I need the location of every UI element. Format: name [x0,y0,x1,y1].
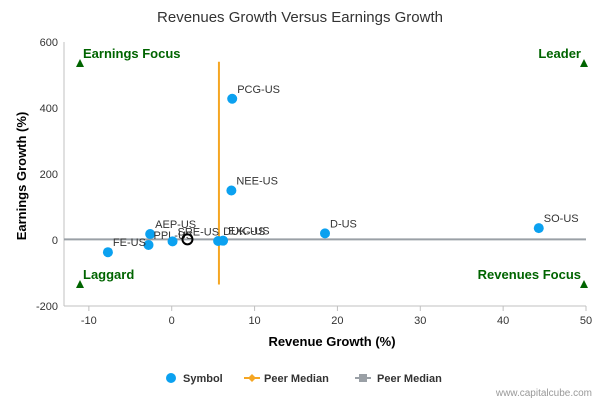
data-point-label: SO-US [544,213,579,225]
axes: -10 0 10 20 30 40 50 -200 0 200 400 600 [36,37,592,327]
quadrant-marker-bottom-left [76,280,84,288]
data-point [320,228,330,239]
y-axis-title: Earnings Growth (%) [14,112,29,241]
x-tick-label: -10 [81,315,97,327]
quadrant-label-earnings-focus: Earnings Focus [83,46,181,61]
y-tick-label: 200 [40,169,58,181]
chart-title: Revenues Growth Versus Earnings Growth [157,9,443,26]
data-point [227,93,238,104]
data-point [145,229,156,240]
quadrant-labels: Earnings Focus Leader Laggard Revenues Focu… [76,46,588,288]
legend-median-h-marker [359,374,367,382]
data-point-label: FE-US [113,237,146,249]
x-tick-label: 10 [248,315,260,327]
legend-symbol-marker [166,373,176,383]
x-tick-label: 20 [331,315,343,327]
data-point-label: NEE-US [236,176,278,188]
data-point-label: EXC-US [228,226,270,238]
peer-median-lines [64,61,586,285]
x-tick-label: 50 [580,315,592,327]
data-point [167,236,178,247]
x-tick-label: 30 [414,315,426,327]
data-point-label: D-US [330,218,357,230]
quadrant-label-laggard: Laggard [83,267,134,282]
data-point [143,239,154,250]
quadrant-label-revenues-focus: Revenues Focus [478,267,581,282]
quadrant-label-leader: Leader [538,46,581,61]
legend-median-v-label: Peer Median [264,373,329,385]
x-tick-label: 0 [169,315,175,327]
highlighted-data-point [181,233,194,246]
y-tick-label: 600 [40,37,58,49]
y-tick-label: 0 [52,235,58,247]
y-tick-label: -200 [36,301,58,313]
quadrant-marker-bottom-right [580,280,588,288]
x-tick-label: 40 [497,315,509,327]
legend: Symbol Peer Median Peer Median [166,373,442,385]
quadrant-marker-top-left [76,59,84,67]
legend-median-v-marker [248,374,256,382]
legend-symbol-label: Symbol [183,373,223,385]
quadrant-marker-top-right [580,59,588,67]
legend-median-h-label: Peer Median [377,373,442,385]
data-point-label: AEP-US [155,219,196,231]
x-axis-title: Revenue Growth (%) [268,334,395,349]
data-point-label: DUK-US [223,226,265,238]
data-point [102,247,113,258]
y-tick-label: 400 [40,103,58,115]
data-point [218,235,229,246]
data-point-label: PCG-US [237,84,280,96]
data-point [533,223,544,234]
data-point [226,185,237,196]
credit-text: www.capitalcube.com [495,388,592,399]
